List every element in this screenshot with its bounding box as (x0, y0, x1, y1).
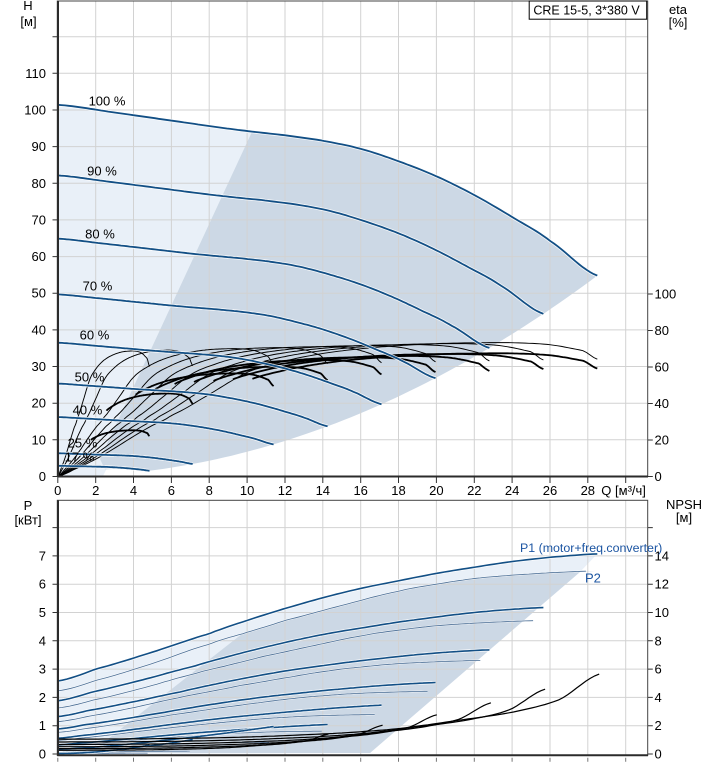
svg-text:90: 90 (32, 139, 46, 154)
svg-text:40: 40 (32, 322, 46, 337)
svg-text:70: 70 (32, 212, 46, 227)
svg-text:7: 7 (39, 548, 46, 563)
svg-text:20: 20 (429, 483, 443, 498)
svg-text:100: 100 (655, 287, 677, 302)
svg-text:40: 40 (655, 396, 669, 411)
svg-text:Q [м³/ч]: Q [м³/ч] (601, 483, 646, 498)
svg-text:3: 3 (39, 662, 46, 677)
svg-text:80: 80 (32, 176, 46, 191)
svg-text:10: 10 (240, 483, 254, 498)
svg-text:CRE 15-5, 3*380 V: CRE 15-5, 3*380 V (533, 3, 640, 17)
svg-text:110: 110 (25, 66, 46, 81)
svg-text:14: 14 (655, 548, 669, 563)
svg-text:8: 8 (206, 483, 213, 498)
svg-text:0: 0 (39, 747, 46, 762)
svg-text:4: 4 (655, 690, 662, 705)
svg-text:80: 80 (655, 323, 669, 338)
svg-text:4: 4 (39, 633, 46, 648)
svg-text:60: 60 (655, 360, 669, 375)
svg-text:6: 6 (168, 483, 175, 498)
svg-text:12: 12 (655, 577, 669, 592)
svg-text:6: 6 (39, 577, 46, 592)
svg-text:70 %: 70 % (83, 279, 113, 294)
svg-text:18: 18 (391, 483, 405, 498)
svg-text:2: 2 (92, 483, 99, 498)
svg-text:50 %: 50 % (75, 370, 105, 385)
svg-text:100: 100 (24, 103, 46, 118)
svg-text:[м]: [м] (20, 14, 36, 29)
svg-text:14: 14 (316, 483, 330, 498)
svg-text:25 %: 25 % (68, 436, 98, 451)
svg-text:50: 50 (32, 286, 46, 301)
svg-text:90 %: 90 % (87, 164, 117, 179)
svg-text:17 %: 17 % (65, 450, 95, 465)
svg-text:20: 20 (655, 433, 669, 448)
svg-text:6: 6 (655, 662, 662, 677)
svg-text:1: 1 (39, 718, 46, 733)
svg-text:5: 5 (39, 605, 46, 620)
svg-text:eta: eta (669, 2, 688, 17)
svg-text:[м]: [м] (676, 510, 692, 525)
svg-text:0: 0 (655, 469, 662, 484)
svg-text:12: 12 (278, 483, 292, 498)
svg-text:16: 16 (353, 483, 367, 498)
svg-text:H: H (23, 0, 32, 13)
svg-text:0: 0 (54, 483, 61, 498)
svg-text:28: 28 (581, 483, 595, 498)
svg-text:0: 0 (39, 469, 46, 484)
svg-text:100 %: 100 % (89, 94, 126, 109)
svg-text:0: 0 (655, 747, 662, 762)
svg-text:30: 30 (32, 359, 46, 374)
svg-text:10: 10 (32, 432, 46, 447)
svg-text:60: 60 (32, 249, 46, 264)
svg-text:P: P (24, 498, 33, 513)
svg-text:26: 26 (543, 483, 557, 498)
svg-text:60 %: 60 % (80, 328, 110, 343)
svg-text:24: 24 (505, 483, 519, 498)
svg-text:20: 20 (32, 396, 46, 411)
svg-text:10: 10 (655, 605, 669, 620)
svg-text:[кВт]: [кВт] (14, 513, 41, 528)
svg-text:P2: P2 (585, 571, 601, 586)
svg-text:80 %: 80 % (85, 227, 115, 242)
svg-text:8: 8 (655, 633, 662, 648)
svg-text:P1 (motor+freq.converter): P1 (motor+freq.converter) (520, 541, 662, 555)
svg-text:NPSH: NPSH (666, 497, 702, 512)
svg-text:[%]: [%] (669, 15, 688, 30)
svg-text:40 %: 40 % (73, 403, 103, 418)
svg-text:4: 4 (130, 483, 137, 498)
svg-text:2: 2 (39, 690, 46, 705)
svg-text:2: 2 (655, 718, 662, 733)
svg-text:22: 22 (467, 483, 481, 498)
